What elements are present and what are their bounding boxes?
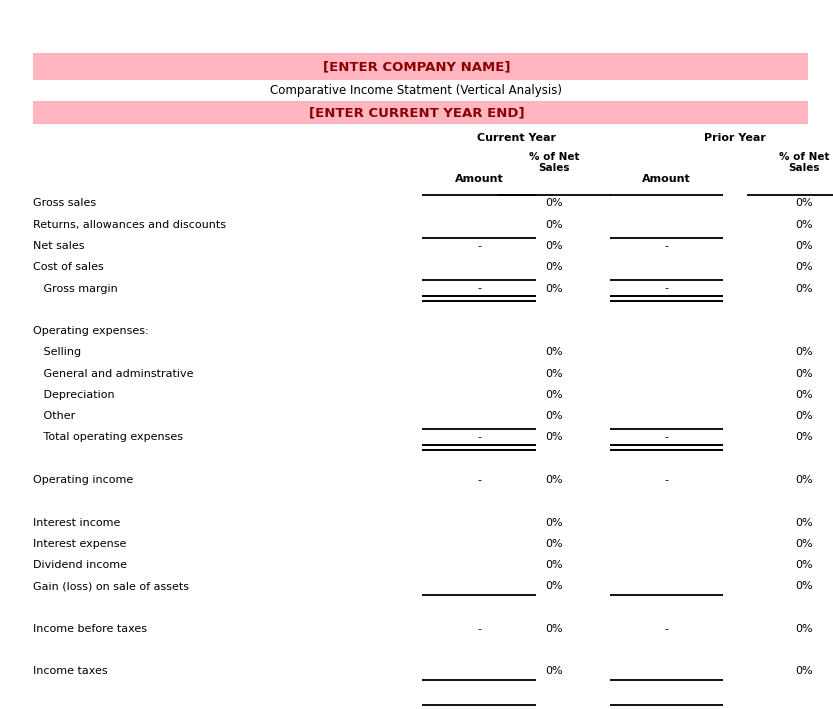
Text: 0%: 0% <box>795 347 813 357</box>
Text: 0%: 0% <box>545 475 563 485</box>
Text: 0%: 0% <box>795 199 813 208</box>
Text: -: - <box>477 284 481 294</box>
Text: 0%: 0% <box>795 581 813 591</box>
Text: 0%: 0% <box>545 262 563 272</box>
Text: 0%: 0% <box>545 539 563 549</box>
Text: 0%: 0% <box>545 220 563 230</box>
Text: 0%: 0% <box>545 284 563 294</box>
Text: 0%: 0% <box>795 475 813 485</box>
Text: 0%: 0% <box>545 390 563 400</box>
Bar <box>33 101 808 124</box>
Text: 0%: 0% <box>545 624 563 634</box>
Text: 0%: 0% <box>795 262 813 272</box>
Text: -: - <box>665 241 668 251</box>
Text: 0%: 0% <box>545 411 563 421</box>
Text: Gross sales: Gross sales <box>33 199 97 208</box>
Text: 0%: 0% <box>795 411 813 421</box>
Text: % of Net
Sales: % of Net Sales <box>779 152 829 173</box>
Text: Operating income: Operating income <box>33 475 133 485</box>
Text: Total operating expenses: Total operating expenses <box>33 432 183 442</box>
Text: Net sales: Net sales <box>33 241 85 251</box>
Text: Interest income: Interest income <box>33 518 121 527</box>
Text: Cost of sales: Cost of sales <box>33 262 104 272</box>
Text: 0%: 0% <box>795 666 813 676</box>
Text: -: - <box>477 241 481 251</box>
Text: 0%: 0% <box>545 560 563 570</box>
Text: 0%: 0% <box>795 369 813 379</box>
Text: Gain (loss) on sale of assets: Gain (loss) on sale of assets <box>33 581 189 591</box>
Text: 0%: 0% <box>545 581 563 591</box>
Text: 0%: 0% <box>795 518 813 527</box>
Text: Income taxes: Income taxes <box>33 666 108 676</box>
Text: 0%: 0% <box>795 539 813 549</box>
Text: -: - <box>665 475 668 485</box>
Text: -: - <box>477 432 481 442</box>
Text: % of Net
Sales: % of Net Sales <box>529 152 579 173</box>
Text: Dividend income: Dividend income <box>33 560 127 570</box>
Text: 0%: 0% <box>545 666 563 676</box>
Text: Amount: Amount <box>455 174 503 184</box>
Text: Amount: Amount <box>642 174 691 184</box>
Text: 0%: 0% <box>795 220 813 230</box>
Text: [ENTER CURRENT YEAR END]: [ENTER CURRENT YEAR END] <box>309 106 524 119</box>
Text: -: - <box>477 475 481 485</box>
Text: 0%: 0% <box>795 390 813 400</box>
Text: 0%: 0% <box>795 432 813 442</box>
Text: Income before taxes: Income before taxes <box>33 624 147 634</box>
Text: [ENTER COMPANY NAME]: [ENTER COMPANY NAME] <box>322 60 511 73</box>
Text: 0%: 0% <box>545 518 563 527</box>
Text: 0%: 0% <box>545 432 563 442</box>
Text: 0%: 0% <box>545 199 563 208</box>
Text: 0%: 0% <box>545 369 563 379</box>
Text: -: - <box>665 432 668 442</box>
Text: -: - <box>665 624 668 634</box>
Text: Prior Year: Prior Year <box>704 133 766 143</box>
Text: Comparative Income Statment (Vertical Analysis): Comparative Income Statment (Vertical An… <box>271 84 562 97</box>
Text: 0%: 0% <box>545 241 563 251</box>
Text: Returns, allowances and discounts: Returns, allowances and discounts <box>33 220 227 230</box>
Text: Current Year: Current Year <box>477 133 556 143</box>
Text: 0%: 0% <box>795 241 813 251</box>
Text: Gross margin: Gross margin <box>33 284 118 294</box>
Text: Depreciation: Depreciation <box>33 390 115 400</box>
Text: Selling: Selling <box>33 347 82 357</box>
Text: 0%: 0% <box>795 284 813 294</box>
Text: -: - <box>665 284 668 294</box>
Text: Other: Other <box>33 411 76 421</box>
Text: 0%: 0% <box>795 560 813 570</box>
Text: 0%: 0% <box>795 624 813 634</box>
Bar <box>33 53 808 80</box>
Text: Interest expense: Interest expense <box>33 539 127 549</box>
Text: Operating expenses:: Operating expenses: <box>33 326 149 336</box>
Text: General and adminstrative: General and adminstrative <box>33 369 194 379</box>
Text: -: - <box>477 624 481 634</box>
Text: 0%: 0% <box>545 347 563 357</box>
